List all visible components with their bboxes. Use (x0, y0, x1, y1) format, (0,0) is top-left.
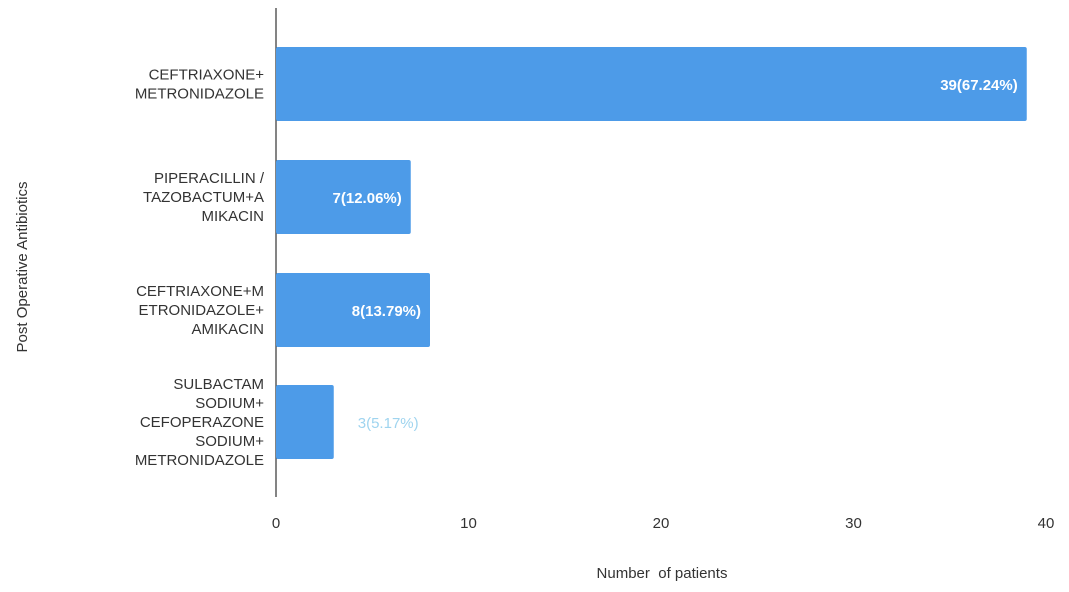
data-label-1: 39(67.24%) (940, 77, 1018, 94)
category-label-line: PIPERACILLIN / (154, 170, 265, 187)
category-label-line: CEFOPERAZONE (140, 414, 264, 431)
x-tick-label-20: 20 (653, 515, 670, 532)
category-label-line: CEFTRIAXONE+M (136, 283, 264, 300)
category-label-line: METRONIDAZOLE (135, 86, 264, 103)
data-label-2: 7(12.06%) (333, 190, 402, 207)
y-axis-title: Post Operative Antibiotics (14, 182, 31, 353)
x-tick-label-40: 40 (1038, 515, 1055, 532)
category-label-line: SULBACTAM (173, 376, 264, 393)
category-label-line: AMIKACIN (191, 321, 264, 338)
bar-3 (276, 273, 430, 347)
category-label-line: ETRONIDAZOLE+ (139, 302, 265, 319)
data-label-4: 3(5.17%) (358, 415, 419, 432)
bar-2 (276, 160, 411, 234)
category-label-3: CEFTRIAXONE+M ETRONIDAZOLE+ AMIKACIN (136, 283, 264, 338)
data-label-3: 8(13.79%) (352, 303, 421, 320)
x-axis-title: Number of patients (597, 565, 728, 582)
category-label-line: CEFTRIAXONE+ (149, 67, 265, 84)
category-label-line: SODIUM+ (195, 433, 264, 450)
x-tick-label-30: 30 (845, 515, 862, 532)
category-label-line: METRONIDAZOLE (135, 452, 264, 469)
x-tick-label-10: 10 (460, 515, 477, 532)
bar-4 (276, 385, 334, 459)
category-label-4: SULBACTAM SODIUM+ CEFOPERAZONE SODIUM+ METRO… (135, 376, 264, 469)
category-label-1: CEFTRIAXONE+ METRONIDAZOLE (135, 67, 264, 103)
bar-1 (276, 47, 1027, 121)
category-label-2: PIPERACILLIN / TAZOBACTUM+A MIKACIN (143, 170, 265, 225)
category-label-line: SODIUM+ (195, 395, 264, 412)
x-tick-label-0: 0 (272, 515, 280, 532)
category-label-line: TAZOBACTUM+A (143, 189, 264, 206)
category-label-line: MIKACIN (201, 208, 264, 225)
